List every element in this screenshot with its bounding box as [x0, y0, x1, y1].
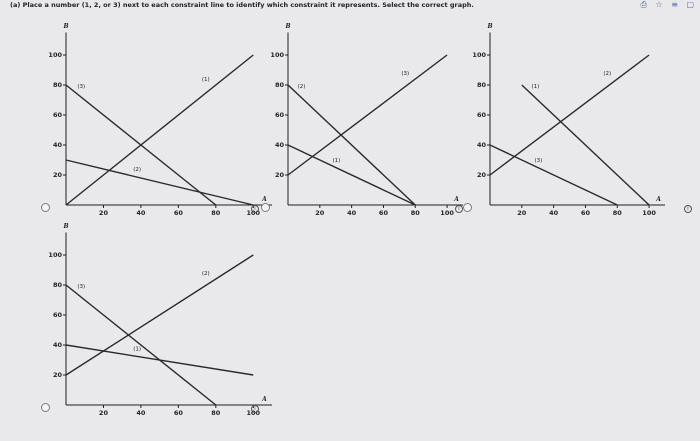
- x-tick-label: 20: [99, 409, 109, 417]
- x-tick-label: 60: [174, 209, 184, 217]
- y-tick-label: 80: [53, 281, 63, 289]
- y-tick-label: 20: [477, 171, 487, 179]
- option-2-info-icon[interactable]: i: [455, 205, 463, 213]
- constraint-label: (3): [401, 71, 409, 77]
- y-tick-label: 40: [53, 141, 63, 149]
- x-tick-label: 40: [136, 209, 146, 217]
- option-1-info-icon[interactable]: i: [251, 205, 259, 213]
- constraint-label: (1): [202, 77, 210, 83]
- x-tick-label: 60: [174, 409, 184, 417]
- constraint-label: (1): [332, 158, 340, 164]
- constraint-line: [521, 84, 650, 206]
- option-1-graph: 20 40 60 80 100 20 40 60 80 100 B A (1) (2) (3): [48, 23, 272, 217]
- x-tick-label: 40: [136, 409, 146, 417]
- option-4-radio[interactable]: [41, 403, 50, 412]
- x-tick-label: 80: [211, 409, 221, 417]
- y-tick-label: 60: [275, 111, 285, 119]
- x-tick-label: 20: [99, 209, 109, 217]
- x-tick-label: 100: [642, 209, 656, 217]
- option-1-radio[interactable]: [41, 203, 50, 212]
- x-tick-label: 20: [517, 209, 527, 217]
- y-tick-label: 20: [53, 171, 63, 179]
- x-tick-label: 100: [246, 409, 260, 417]
- y-tick-label: 40: [53, 341, 63, 349]
- question-text: (a) Place a number (1, 2, or 3) next to …: [10, 1, 474, 9]
- y-axis-label: B: [62, 23, 68, 30]
- constraint-label: (1): [133, 346, 141, 352]
- bookmark-icon[interactable]: ⎙: [640, 0, 647, 9]
- y-tick-label: 100: [48, 51, 62, 59]
- constraint-line: [65, 284, 217, 406]
- option-4-info-icon[interactable]: i: [251, 405, 259, 413]
- y-tick-label: 100: [48, 251, 62, 259]
- window-icon[interactable]: ▢: [686, 0, 694, 9]
- y-tick-label: 80: [477, 81, 487, 89]
- y-tick-label: 20: [275, 171, 285, 179]
- y-axis-label: B: [62, 223, 68, 230]
- translate-icon[interactable]: ≡: [671, 0, 678, 9]
- constraint-label: (2): [133, 167, 141, 173]
- star-icon[interactable]: ☆: [655, 0, 663, 9]
- y-axis-label: B: [284, 23, 290, 30]
- question-body: Place a number (1, 2, or 3) next to each…: [22, 1, 474, 9]
- constraint-line: [65, 254, 254, 376]
- x-axis-label: A: [453, 196, 459, 203]
- toolbar-icons: ⎙ ☆ ≡ ▢: [635, 0, 694, 10]
- constraint-label: (1): [531, 84, 539, 90]
- constraint-label: (2): [298, 84, 306, 90]
- constraint-line: [65, 84, 217, 206]
- x-tick-label: 60: [581, 209, 591, 217]
- option-3-radio[interactable]: [463, 203, 472, 212]
- x-tick-label: 100: [440, 209, 454, 217]
- x-tick-label: 80: [211, 209, 221, 217]
- y-tick-label: 80: [53, 81, 63, 89]
- x-tick-label: 40: [549, 209, 559, 217]
- constraint-label: (2): [202, 271, 210, 277]
- constraint-line: [489, 54, 650, 176]
- option-4-graph: 20 40 60 80 100 20 40 60 80 100 B A (2) (1) (3): [48, 223, 272, 417]
- y-tick-label: 40: [477, 141, 487, 149]
- constraint-label: (2): [603, 71, 611, 77]
- constraint-line: [287, 144, 416, 206]
- constraint-label: (3): [77, 284, 85, 290]
- option-2-radio[interactable]: [261, 203, 270, 212]
- y-tick-label: 100: [472, 51, 486, 59]
- y-tick-label: 60: [53, 111, 63, 119]
- x-tick-label: 80: [411, 209, 421, 217]
- x-tick-label: 100: [246, 209, 260, 217]
- x-axis-label: A: [655, 196, 661, 203]
- constraint-line: [287, 84, 416, 206]
- constraint-label: (3): [534, 158, 542, 164]
- y-tick-label: 20: [53, 371, 63, 379]
- constraint-line: [65, 54, 254, 206]
- option-3-info-icon[interactable]: i: [684, 205, 692, 213]
- x-axis-label: A: [261, 396, 267, 403]
- y-tick-label: 40: [275, 141, 285, 149]
- x-axis-label: A: [261, 196, 267, 203]
- x-tick-label: 60: [379, 209, 389, 217]
- x-tick-label: 20: [315, 209, 325, 217]
- constraint-label: (3): [77, 84, 85, 90]
- constraint-line: [287, 54, 448, 176]
- y-tick-label: 60: [477, 111, 487, 119]
- question-part: (a): [10, 1, 21, 9]
- constraint-line: [65, 159, 254, 206]
- x-tick-label: 80: [613, 209, 623, 217]
- option-3-graph: 20 40 60 80 100 20 40 60 80 100 B A (2) (3) (1): [472, 23, 665, 217]
- constraint-line: [489, 144, 618, 206]
- y-tick-label: 60: [53, 311, 63, 319]
- option-2-graph: 20 40 60 80 100 20 40 60 80 100 B A (3) (1) (2): [270, 23, 463, 217]
- x-tick-label: 40: [347, 209, 357, 217]
- y-tick-label: 80: [275, 81, 285, 89]
- y-axis-label: B: [486, 23, 492, 30]
- y-tick-label: 100: [270, 51, 284, 59]
